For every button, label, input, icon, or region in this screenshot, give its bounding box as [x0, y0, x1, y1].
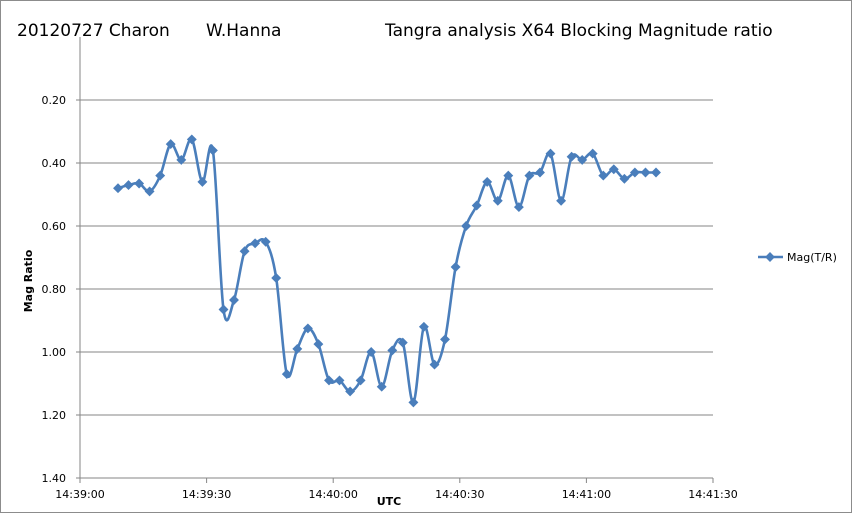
x-tick-labels: 14:39:00 14:39:30 14:40:00 14:40:30 14:41:00… [55, 478, 738, 501]
data-point-marker [397, 337, 408, 348]
series-line-mag-ratio [117, 137, 656, 404]
data-point-marker [123, 180, 134, 191]
data-point-marker [186, 134, 197, 145]
x-tick-label: 14:39:30 [182, 488, 231, 501]
y-tick-label: 1.40 [42, 472, 67, 485]
x-tick-label: 14:41:00 [562, 488, 611, 501]
x-tick-label: 14:40:00 [308, 488, 357, 501]
data-point-marker [366, 347, 377, 357]
data-point-marker [450, 262, 461, 272]
data-point-marker [165, 139, 176, 150]
data-point-marker [629, 167, 640, 178]
y-tick-label: 0.60 [42, 220, 67, 233]
data-point-marker [440, 334, 450, 345]
legend-label: Mag(T/R) [787, 251, 837, 264]
data-point-marker [376, 381, 387, 392]
data-point-marker [640, 167, 651, 178]
y-tick-labels: 0.20 0.40 0.60 0.80 1.00 1.20 1.40 [42, 94, 80, 485]
data-point-marker [387, 345, 398, 356]
data-point-marker [503, 170, 514, 181]
data-point-marker [355, 375, 366, 386]
data-point-marker [207, 145, 218, 156]
data-point-marker [239, 246, 250, 257]
data-point-marker [492, 195, 503, 206]
x-tick-label: 14:40:30 [435, 488, 484, 501]
data-point-marker [229, 295, 239, 305]
chart-title-date-object: 20120727 Charon [17, 21, 170, 41]
x-tick-label: 14:39:00 [55, 488, 104, 501]
data-point-marker [144, 186, 155, 197]
series-markers [113, 134, 661, 408]
data-point-marker [471, 200, 482, 211]
y-tick-label: 0.40 [42, 157, 67, 170]
data-point-marker [292, 343, 303, 354]
data-point-marker [250, 238, 261, 249]
x-tick-label: 14:41:30 [688, 488, 737, 501]
data-point-marker [155, 170, 166, 181]
data-point-marker [418, 321, 429, 332]
legend: Mag(T/R) [758, 251, 837, 264]
data-point-marker [313, 339, 324, 350]
data-point-marker [429, 359, 440, 370]
y-tick-label: 0.20 [42, 94, 67, 107]
data-point-marker [408, 397, 419, 408]
data-point-marker [556, 195, 567, 206]
data-point-marker [651, 167, 661, 178]
data-point-marker [334, 375, 345, 386]
data-point-marker [271, 273, 282, 283]
data-point-marker [260, 236, 271, 247]
data-point-marker [524, 170, 535, 181]
y-tick-label: 1.20 [42, 409, 67, 422]
data-point-marker [598, 170, 609, 181]
grid-lines [80, 99, 713, 416]
data-point-marker [608, 164, 619, 175]
legend-marker [765, 252, 775, 262]
data-point-marker [619, 173, 630, 184]
chart-title-observer: W.Hanna [206, 21, 282, 41]
data-point-marker [535, 167, 545, 178]
chart-title-analysis: Tangra analysis X64 Blocking Magnitude r… [385, 21, 773, 41]
y-tick-label: 0.80 [42, 283, 67, 296]
data-point-marker [513, 202, 524, 213]
data-point-marker [197, 176, 208, 187]
data-point-marker [482, 176, 493, 187]
data-point-marker [134, 178, 145, 189]
data-point-marker [281, 369, 292, 380]
data-point-marker [545, 148, 556, 159]
data-point-marker [461, 221, 472, 231]
data-point-marker [345, 386, 356, 397]
y-axis-label: Mag Ratio [22, 249, 35, 312]
y-tick-label: 1.00 [42, 346, 67, 359]
data-point-marker [324, 375, 334, 386]
data-point-marker [113, 183, 123, 194]
x-axis-label: UTC [377, 495, 402, 508]
data-point-marker [566, 151, 577, 162]
data-point-marker [577, 154, 588, 165]
data-point-marker [302, 323, 313, 334]
data-point-marker [176, 154, 187, 165]
data-point-marker [218, 304, 229, 315]
data-point-marker [587, 148, 598, 159]
